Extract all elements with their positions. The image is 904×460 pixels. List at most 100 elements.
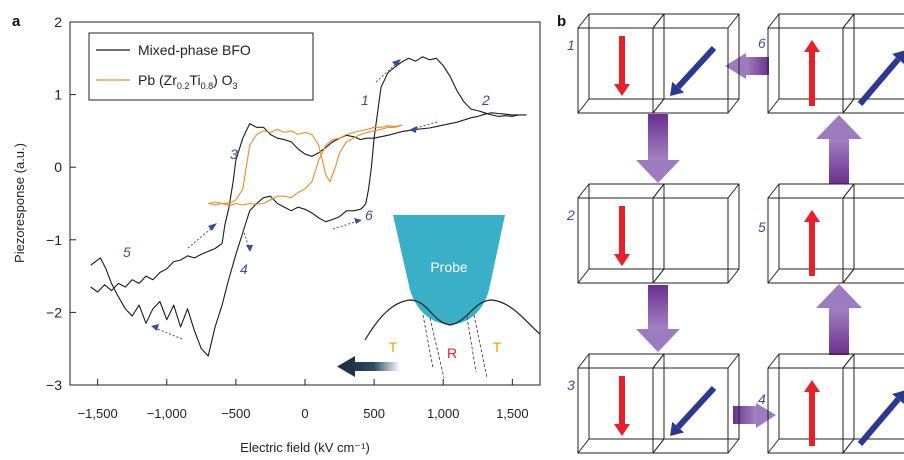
cube-front-face xyxy=(652,197,729,284)
polarization-arrow-head xyxy=(614,424,630,436)
polarization-arrow-head xyxy=(804,40,820,52)
curve-label-3: 3 xyxy=(230,146,238,162)
y-tick-label: −3 xyxy=(46,377,62,393)
domain-wall xyxy=(429,317,445,379)
curve-label-1: 1 xyxy=(361,92,369,108)
y-axis-label: Piezoresponse (a.u.) xyxy=(12,143,27,263)
cube-front-face xyxy=(842,367,904,454)
cube-edge xyxy=(652,353,665,369)
transition-arrow-head xyxy=(725,53,746,79)
phase-t-left: T xyxy=(389,339,398,355)
series-line-pzt xyxy=(208,124,403,207)
cube-edge xyxy=(727,268,740,284)
cube-edge xyxy=(842,353,855,369)
cube-edge xyxy=(652,183,665,199)
x-tick-label: −1,500 xyxy=(78,406,118,421)
cube-edge xyxy=(842,13,855,29)
cube-front-face xyxy=(842,27,904,114)
phase-r: R xyxy=(447,345,457,361)
cube-edge xyxy=(767,98,780,114)
x-tick-label: −500 xyxy=(221,406,250,421)
polarization-arrow-head xyxy=(670,81,685,96)
legend: Mixed-phase BFO Pb (Zr0.2Ti0.8) O3 xyxy=(88,32,314,101)
domain-state-cells: 1 2 3 4 5 6 xyxy=(566,13,904,454)
transition-arrows xyxy=(636,53,862,428)
transition-arrow-5-to-6 xyxy=(816,115,862,184)
cube-edge xyxy=(767,353,780,369)
state-label-2: 2 xyxy=(566,207,575,223)
curve-state-labels: 1 2 3 4 5 6 xyxy=(123,92,490,277)
transition-arrow-head xyxy=(816,115,862,139)
transition-arrow-shaft xyxy=(829,138,849,184)
transition-arrow-head xyxy=(816,284,862,308)
cube-edge xyxy=(842,438,855,454)
cube-edge xyxy=(727,353,740,369)
polarization-arrow-head xyxy=(804,380,820,392)
y-tick-label: 0 xyxy=(54,159,62,175)
cube-front-face xyxy=(842,197,904,284)
transition-arrow-shaft xyxy=(648,285,668,329)
direction-arrow xyxy=(375,61,399,83)
cube-edge xyxy=(652,438,665,454)
surface-profile xyxy=(364,299,541,341)
arrowhead xyxy=(208,223,217,231)
curve-label-6: 6 xyxy=(365,207,373,223)
domain-wall xyxy=(473,314,488,379)
panel-b-label: b xyxy=(557,13,566,30)
legend-pzt-sub2: 0.8 xyxy=(201,81,214,91)
panel-a-label: a xyxy=(12,13,21,30)
polarization-arrow-head xyxy=(614,254,630,266)
sweep-direction-arrowheads xyxy=(151,59,417,331)
state-label-3: 3 xyxy=(567,377,575,393)
y-tick-label: −2 xyxy=(46,304,62,320)
cube-back-face xyxy=(853,353,904,440)
cube-edge xyxy=(842,268,855,284)
cube-back-face xyxy=(663,183,740,270)
cube-edge xyxy=(727,98,740,114)
cube-edge xyxy=(652,98,665,114)
cube-edge xyxy=(652,268,665,284)
domain-state-5 xyxy=(767,183,904,284)
cube-edge xyxy=(767,13,780,29)
transition-arrow-shaft xyxy=(733,406,756,424)
state-label-6: 6 xyxy=(758,35,766,51)
transition-arrow-1-to-2 xyxy=(636,114,680,183)
cube-edge xyxy=(577,438,590,454)
polarization-arrow-shaft xyxy=(857,397,901,446)
cube-edge xyxy=(727,183,740,199)
legend-pzt-prefix: Pb (Zr xyxy=(138,72,177,88)
transition-arrow-head xyxy=(636,160,680,183)
domain-state-4 xyxy=(767,353,904,454)
transition-arrow-shaft xyxy=(745,57,769,75)
cube-edge xyxy=(577,98,590,114)
direction-arrow xyxy=(332,220,359,230)
probe-shape xyxy=(393,215,505,325)
cube-back-face xyxy=(663,353,740,440)
cube-edge xyxy=(652,13,665,29)
direction-arrow xyxy=(412,121,438,130)
direction-arrow xyxy=(242,228,250,249)
transition-arrow-head xyxy=(756,403,776,428)
sweep-arrow-bar xyxy=(352,362,400,371)
transition-arrow-4-to-5 xyxy=(816,284,862,355)
polarization-arrow-head xyxy=(892,50,904,65)
cube-back-face xyxy=(853,183,904,270)
legend-pzt-sub3: 3 xyxy=(233,81,238,91)
arrowhead xyxy=(354,218,362,224)
legend-pzt-suffix: ) O xyxy=(213,72,233,88)
arrowhead xyxy=(392,59,401,67)
cube-edge xyxy=(767,268,780,284)
polarization-arrow-head xyxy=(804,210,820,222)
probe-label: Probe xyxy=(430,259,468,275)
phase-t-right: T xyxy=(493,339,502,355)
polarization-arrow-head xyxy=(614,84,630,96)
transition-arrow-6-to-1 xyxy=(725,53,769,79)
domain-state-1 xyxy=(577,13,740,114)
cube-edge xyxy=(767,438,780,454)
polarization-arrow-shaft xyxy=(675,45,717,90)
state-label-1: 1 xyxy=(567,37,575,53)
state-label-5: 5 xyxy=(758,219,766,235)
x-tick-label: 1,500 xyxy=(496,406,529,421)
legend-label-pzt: Pb (Zr0.2Ti0.8) O3 xyxy=(138,72,238,91)
y-tick-label: 1 xyxy=(54,87,62,103)
